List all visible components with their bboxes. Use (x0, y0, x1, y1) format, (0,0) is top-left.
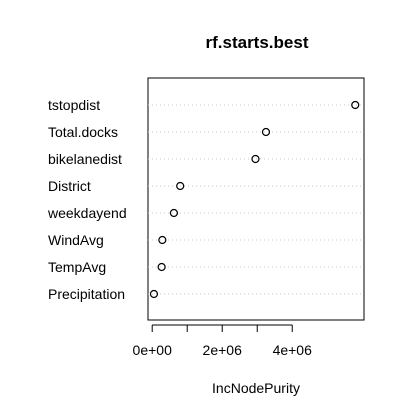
category-label: District (48, 178, 91, 194)
data-point (251, 154, 260, 164)
category-label: tstopdist (48, 97, 100, 113)
x-tick-label: 4e+06 (273, 342, 313, 358)
plot-frame (147, 77, 365, 321)
data-point (176, 181, 185, 191)
category-label: TempAvg (48, 259, 106, 275)
x-tick-label: 0e+00 (133, 342, 173, 358)
data-point (149, 289, 159, 299)
category-label: Precipitation (48, 286, 125, 302)
x-axis-label: IncNodePurity (212, 380, 300, 396)
category-label: weekdayend (47, 205, 127, 221)
data-points (149, 100, 360, 299)
guide-lines (148, 104, 364, 295)
data-point (169, 208, 179, 218)
data-point (157, 262, 166, 272)
category-label: bikelanedist (48, 151, 122, 167)
x-axis: 0e+00 2e+06 4e+06 (133, 324, 313, 358)
data-point (158, 235, 167, 245)
chart-title: rf.starts.best (206, 33, 309, 52)
category-label: WindAvg (48, 232, 104, 248)
x-tick-label: 2e+06 (203, 342, 243, 358)
data-point (261, 127, 271, 137)
category-labels: tstopdist Total.docks bikelanedist District… (47, 97, 127, 302)
category-label: Total.docks (48, 124, 118, 140)
data-point (351, 100, 360, 110)
